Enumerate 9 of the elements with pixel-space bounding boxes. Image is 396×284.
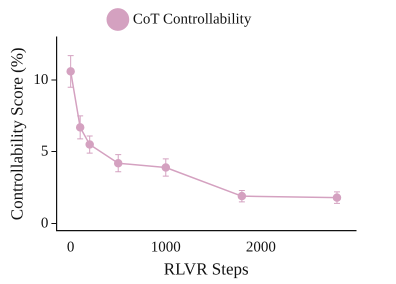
y-tick-label: 10 xyxy=(33,72,48,88)
y-tick-label: 0 xyxy=(40,215,48,232)
x-tick-label: 0 xyxy=(66,240,74,256)
x-tick-label: 2000 xyxy=(246,240,276,256)
legend-label: CoT Controllability xyxy=(132,11,252,28)
y-tick-label: 5 xyxy=(40,144,48,160)
x-tick-label: 1000 xyxy=(150,240,181,256)
y-axis-title: Controllability Score (%) xyxy=(8,47,27,220)
x-axis-title: RLVR Steps xyxy=(164,259,249,278)
